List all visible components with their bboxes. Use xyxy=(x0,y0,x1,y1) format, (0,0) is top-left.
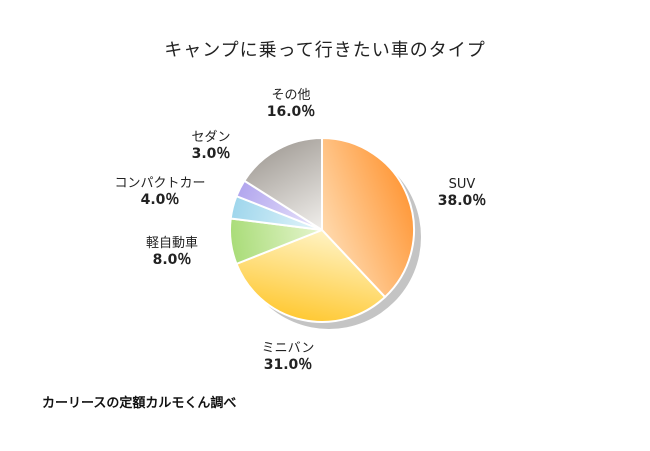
slice-label-compact: コンパクトカー 4.0％ xyxy=(100,175,220,209)
slice-label-minivan: ミニバン 31.0％ xyxy=(246,340,330,374)
pie-slice-1 xyxy=(235,228,387,323)
slice-name-sedan: セダン xyxy=(191,130,231,145)
pie-slice-0 xyxy=(321,136,415,299)
slice-label-suv: SUV 38.0％ xyxy=(430,176,494,210)
source-note: カーリースの定額カルモくん調べ xyxy=(42,396,237,411)
slice-value-kei: 8.0％ xyxy=(152,252,192,268)
slice-name-minivan: ミニバン xyxy=(261,341,315,356)
pie-slices xyxy=(229,136,415,323)
slice-label-kei: 軽自動車 8.0％ xyxy=(130,235,214,269)
chart-title: キャンプに乗って行きたい車のタイプ xyxy=(164,40,486,61)
pie-slice-5 xyxy=(242,136,323,232)
slice-value-other: 16.0％ xyxy=(266,104,316,120)
slice-label-other: その他 16.0％ xyxy=(256,87,326,121)
slice-value-compact: 4.0％ xyxy=(140,192,180,208)
slice-name-kei: 軽自動車 xyxy=(145,236,198,251)
slice-value-minivan: 31.0％ xyxy=(263,357,313,373)
slice-name-suv: SUV xyxy=(448,177,476,192)
slice-value-sedan: 3.0％ xyxy=(191,146,231,162)
slice-name-other: その他 xyxy=(271,88,311,103)
slice-label-sedan: セダン 3.0％ xyxy=(176,129,246,163)
slice-value-suv: 38.0％ xyxy=(437,193,487,209)
slice-name-compact: コンパクトカー xyxy=(114,176,206,191)
